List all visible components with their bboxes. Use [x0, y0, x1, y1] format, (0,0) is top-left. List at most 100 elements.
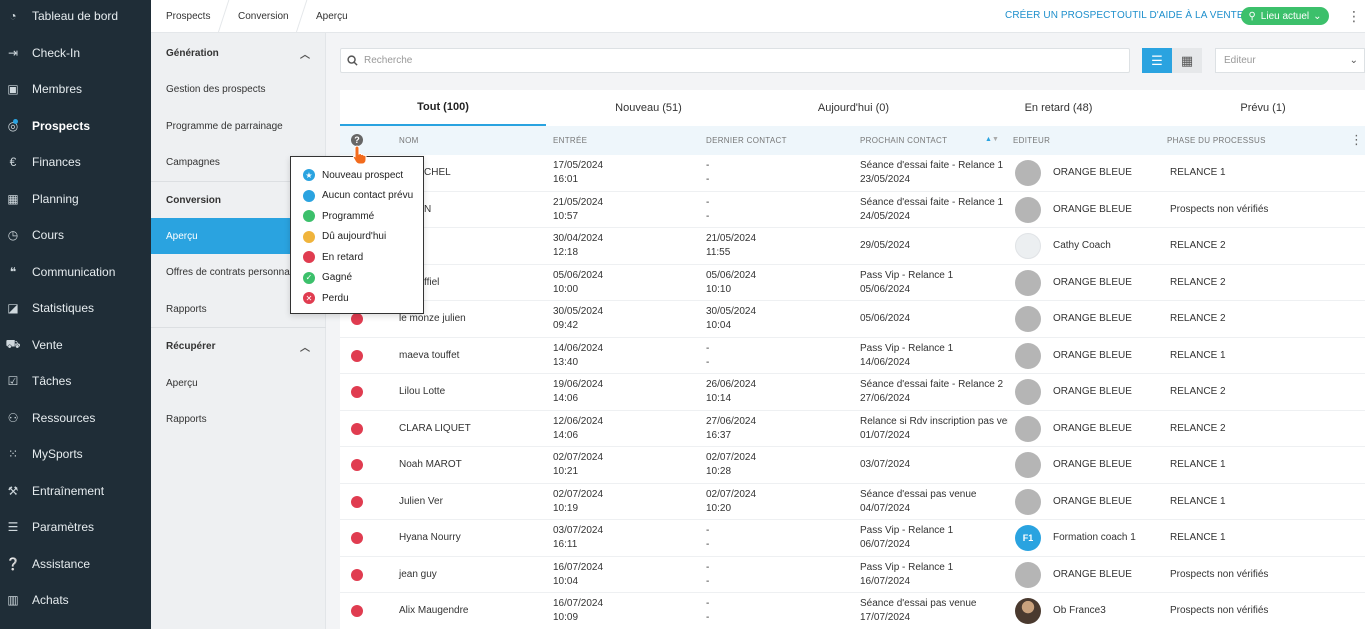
- last-contact: --: [706, 342, 709, 370]
- entry-datetime: 21/05/2024 10:57: [553, 196, 603, 224]
- sort-ascending-icon[interactable]: ▲▼: [985, 136, 999, 143]
- nav-item-communication[interactable]: ❝ Communication: [0, 257, 151, 287]
- column-header-editor[interactable]: EDITEUR: [1013, 136, 1051, 145]
- breadcrumb-prospects[interactable]: Prospects: [166, 11, 211, 22]
- column-options-icon[interactable]: ⋮: [1350, 132, 1363, 147]
- search-input[interactable]: [364, 55, 1124, 66]
- last-contact: 05/06/2024 10:10: [706, 269, 756, 297]
- entry-date: 16/07/2024: [553, 598, 604, 609]
- table-row[interactable]: e Greffiel05/06/202410:0005/06/202410:10…: [340, 265, 1365, 301]
- nav-item-tableau-de-bord[interactable]: ◔ Tableau de bord: [0, 1, 151, 31]
- list-view-button[interactable]: ☰: [1142, 48, 1172, 73]
- tab-planned[interactable]: Prévu (1): [1240, 102, 1286, 114]
- more-options-icon[interactable]: ⋮: [1347, 8, 1361, 24]
- editor-filter-select[interactable]: Editeur ⌄: [1215, 48, 1365, 73]
- subnav-item-offres-contrats[interactable]: Offres de contrats personnalisées: [166, 266, 316, 278]
- column-header-last-contact[interactable]: DERNIER CONTACT: [706, 136, 787, 145]
- tab-today[interactable]: Aujourd'hui (0): [817, 102, 890, 114]
- prospect-name[interactable]: Noah MAROT: [399, 459, 462, 470]
- prospect-name[interactable]: CLARA LIQUET: [399, 422, 471, 434]
- top-bar: Prospects Conversion Aperçu CRÉER UN PRO…: [151, 0, 1365, 33]
- prospect-name[interactable]: jean guy: [399, 568, 437, 580]
- last-contact-date: -: [706, 196, 710, 208]
- legend-label: Programmé: [322, 210, 375, 222]
- nav-item-achats[interactable]: ▥ Achats: [0, 585, 151, 615]
- nav-item-entrainement[interactable]: ⚒ Entraînement: [0, 476, 151, 506]
- section-generation[interactable]: Génération ︿: [151, 35, 326, 71]
- nav-item-cours[interactable]: ◷ Cours: [0, 220, 151, 250]
- table-row[interactable]: Julien Ver 02/07/2024 10:19 02/07/2024 10:20…: [340, 484, 1365, 520]
- subnav-item-rapports[interactable]: Rapports: [166, 303, 207, 315]
- prospect-name[interactable]: Julien Ver: [399, 495, 443, 507]
- tab-late[interactable]: En retard (48): [1024, 102, 1093, 114]
- entry-date: 14/06/2024: [553, 342, 604, 354]
- legend-label: Perdu: [322, 292, 349, 304]
- location-button[interactable]: ⚲ Lieu actuel ⌄: [1241, 7, 1329, 25]
- subnav-item-recuperer-rapports[interactable]: Rapports: [166, 413, 207, 425]
- nav-item-statistiques[interactable]: ◪ Statistiques: [0, 293, 151, 323]
- nav-item-planning[interactable]: ▦ Planning: [0, 184, 151, 214]
- prospect-name[interactable]: Hyana Nourry: [399, 532, 461, 543]
- last-contact-date: -: [706, 525, 710, 536]
- entry-date: 16/07/2024: [553, 561, 604, 573]
- last-contact-date: 02/07/2024: [706, 452, 757, 463]
- subnav-item-gestion-prospects[interactable]: Gestion des prospects: [166, 83, 266, 95]
- table-row[interactable]: o30/04/202412:1821/05/202411:5529/05/202…: [340, 228, 1365, 265]
- table-row[interactable]: CLARA LIQUET 12/06/2024 14:06 27/06/2024 16:…: [340, 411, 1365, 447]
- nav-item-parametres[interactable]: ☰ Paramètres: [0, 512, 151, 542]
- nav-item-finances[interactable]: € Finances: [0, 147, 151, 177]
- nav-item-vente[interactable]: ⛟ Vente: [0, 330, 151, 360]
- subnav-item-campagnes[interactable]: Campagnes: [166, 156, 220, 168]
- tab-new[interactable]: Nouveau (51): [615, 102, 682, 114]
- nav-item-label: Communication: [32, 264, 116, 279]
- subnav-item-recuperer-apercu[interactable]: Aperçu: [166, 377, 198, 389]
- table-row[interactable]: Noah MAROT 02/07/2024 10:21 02/07/2024 10:28…: [340, 447, 1365, 484]
- last-contact: --: [706, 597, 709, 625]
- subnav-item-parrainage[interactable]: Programme de parrainage: [166, 120, 283, 132]
- column-header-name[interactable]: NOM: [399, 136, 419, 145]
- table-row[interactable]: Lilou Lotte 19/06/2024 14:06 26/06/2024 10:1…: [340, 374, 1365, 411]
- prospect-name[interactable]: le monze julien: [399, 313, 466, 324]
- grid-view-button[interactable]: ▦: [1172, 48, 1202, 73]
- last-contact-date: 05/06/2024: [706, 269, 757, 281]
- prospect-name[interactable]: maeva touffet: [399, 349, 460, 361]
- nav-item-prospects[interactable]: ◎ Prospects: [0, 111, 151, 141]
- tab-all[interactable]: Tout (100): [340, 90, 546, 126]
- table-row[interactable]: jean guy 16/07/2024 10:04- - Pass Vip - Rela…: [340, 557, 1365, 593]
- nav-item-assistance[interactable]: ❔ Assistance: [0, 549, 151, 579]
- editor-name: ORANGE BLEUE: [1053, 495, 1132, 507]
- nav-item-membres[interactable]: ▣ Membres: [0, 74, 151, 104]
- next-contact-date: 24/05/2024: [860, 210, 911, 222]
- location-label: Lieu actuel: [1260, 10, 1310, 22]
- nav-item-taches[interactable]: ☑ Tâches: [0, 366, 151, 396]
- section-recuperer[interactable]: Récupérer ︿: [151, 328, 326, 364]
- column-header-phase[interactable]: PHASE DU PROCESSUS: [1167, 136, 1266, 145]
- last-contact: 27/06/2024 16:37: [706, 415, 756, 443]
- table-row[interactable]: maeva touffet 14/06/2024 13:40- - Pass Vip -…: [340, 338, 1365, 374]
- nav-item-ressources[interactable]: ⚇ Ressources: [0, 403, 151, 433]
- prospect-name[interactable]: Alix Maugendre: [399, 605, 469, 616]
- help-icon[interactable]: ?: [351, 134, 363, 146]
- status-late-dot: [351, 605, 363, 617]
- table-row[interactable]: Hyana Nourry 03/07/2024 16:11- - Pass Vip - …: [340, 520, 1365, 557]
- prospect-name[interactable]: en MICHEL: [399, 167, 451, 178]
- breadcrumb-conversion[interactable]: Conversion: [238, 11, 289, 22]
- section-conversion[interactable]: Conversion: [151, 182, 326, 218]
- last-contact: --: [706, 524, 709, 552]
- column-header-next-contact[interactable]: PROCHAIN CONTACT: [860, 136, 948, 145]
- editor-avatar: [1015, 415, 1041, 442]
- sales-help-tool-link[interactable]: OUTIL D'AIDE À LA VENTE: [1117, 10, 1244, 21]
- nav-item-check-in[interactable]: ⇥ Check-In: [0, 38, 151, 68]
- divider: [151, 181, 326, 182]
- breadcrumb-separator: [295, 0, 308, 33]
- table-row[interactable]: en MICHEL 17/05/2024 16:01- - Séance d'essai…: [340, 155, 1365, 192]
- nav-item-label: Tableau de bord: [32, 9, 119, 23]
- nav-item-mysports[interactable]: ⁙ MySports: [0, 439, 151, 469]
- create-prospect-link[interactable]: CRÉER UN PROSPECT: [1005, 10, 1117, 21]
- table-row[interactable]: Alix Maugendre 16/07/2024 10:09- - Séance d'…: [340, 593, 1365, 629]
- nav-item-label: Statistiques: [32, 301, 95, 315]
- column-header-entry[interactable]: ENTRÉE: [553, 136, 588, 145]
- table-row[interactable]: le monze julien 30/05/2024 09:42 30/05/2024…: [340, 301, 1365, 338]
- prospect-name[interactable]: Lilou Lotte: [399, 386, 446, 397]
